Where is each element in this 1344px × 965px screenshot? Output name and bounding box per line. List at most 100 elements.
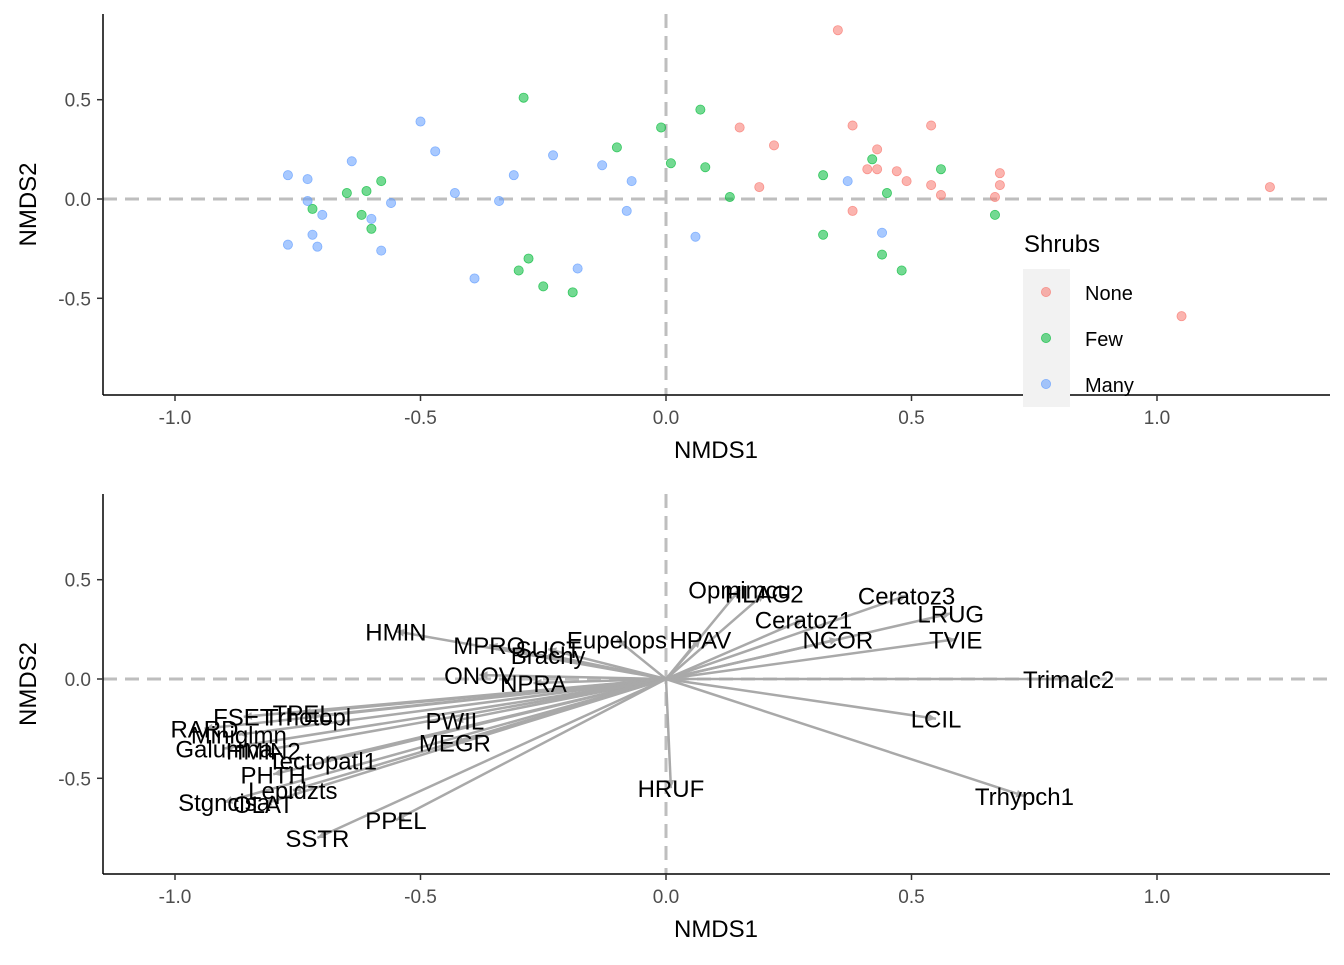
arrow-head: [942, 611, 951, 620]
vector-arrow: [665, 592, 766, 680]
vector-label: HRUF: [638, 776, 705, 803]
vector-label: HLAG2: [725, 582, 804, 609]
data-point: [867, 154, 878, 165]
vector-label: FSET: [213, 705, 275, 732]
y-tick-label: 0.5: [65, 571, 91, 592]
data-point: [282, 239, 293, 250]
data-point: [346, 156, 357, 167]
vector-label: TPEL: [273, 701, 333, 728]
arrow-head: [224, 743, 233, 752]
x-tick-label: -1.0: [159, 408, 192, 429]
data-point: [896, 265, 907, 276]
y-tick-label: -0.5: [58, 769, 91, 790]
data-point: [901, 176, 912, 187]
arrow-head: [829, 637, 838, 645]
vector-label: NPRA: [500, 671, 567, 698]
vector-arrow: [243, 677, 667, 718]
data-point: [989, 209, 1000, 220]
data-point: [818, 170, 829, 181]
data-point: [548, 150, 559, 161]
data-point: [356, 209, 367, 220]
data-point: [994, 180, 1005, 191]
arrow-head: [692, 639, 701, 648]
arrow-head: [548, 647, 557, 655]
vector-label: Opmimcu: [688, 578, 791, 605]
vector-label: HPAV: [669, 627, 731, 654]
x-tick-label: -0.5: [404, 408, 437, 429]
data-point: [690, 231, 701, 242]
vector-label: Eupelops: [567, 627, 667, 654]
arrow-head: [263, 797, 273, 806]
data-point: [430, 146, 441, 157]
data-point: [877, 227, 888, 238]
x-tick-label: 0.0: [653, 408, 679, 429]
vector-arrow: [223, 677, 667, 804]
data-point: [994, 168, 1005, 179]
vector-label: Trhotopl: [264, 705, 351, 732]
arrow-head: [533, 678, 542, 687]
vector-label: Lepidzts: [248, 778, 337, 805]
legend-key: [1041, 286, 1052, 297]
vector-arrow: [272, 677, 667, 776]
arrow-head: [755, 593, 765, 602]
vector-arrow: [533, 677, 667, 685]
data-point: [881, 188, 892, 199]
vector-label: PHTH: [241, 762, 306, 789]
x-tick-label: 1.0: [1144, 887, 1170, 908]
data-point: [307, 203, 318, 214]
data-point: [862, 164, 873, 175]
data-point: [366, 223, 377, 234]
vector-label: SSTR: [285, 826, 349, 853]
data-point: [665, 158, 676, 169]
arrow-head: [395, 812, 405, 821]
vector-label: MPRO: [453, 633, 525, 660]
arrow-head: [947, 636, 956, 645]
data-point: [926, 180, 937, 191]
vector-label: Tectopatl1: [268, 748, 377, 775]
data-point: [700, 162, 711, 173]
data-point: [307, 229, 318, 240]
data-point: [376, 176, 387, 187]
data-point: [734, 122, 745, 133]
data-point: [656, 122, 667, 133]
data-point: [626, 176, 637, 187]
arrow-head: [292, 784, 302, 792]
data-point: [523, 253, 534, 264]
data-point: [935, 164, 946, 175]
x-axis-title: NMDS1: [674, 916, 758, 943]
x-tick-label: -0.5: [404, 887, 437, 908]
vector-arrow: [204, 677, 667, 730]
arrow-head: [454, 715, 464, 723]
y-tick-label: 0.0: [65, 670, 91, 691]
vectors: [204, 588, 1069, 840]
vector-arrow: [395, 677, 667, 822]
vector-label: HMIN2: [226, 738, 301, 765]
vector-label: LRUG: [917, 601, 984, 628]
vector-label: PWIL: [426, 709, 485, 736]
data-point: [508, 170, 519, 181]
vector-label: HMIN: [365, 619, 426, 646]
arrow-head: [263, 745, 273, 753]
y-tick-label: -0.5: [58, 289, 91, 310]
legend: Shrubs None Few Many: [1023, 231, 1134, 407]
arrow-head: [238, 729, 248, 738]
vector-arrow: [665, 638, 839, 681]
data-point: [567, 287, 578, 298]
vector-arrow: [665, 677, 937, 720]
arrow-head: [794, 619, 804, 627]
vector-arrow: [664, 678, 673, 789]
vector-arrow: [316, 677, 667, 840]
vector-label: Miniglmn: [191, 723, 287, 750]
legend-key: [1041, 332, 1052, 343]
vector-arrow: [479, 673, 667, 681]
arrow-head: [731, 589, 740, 599]
data-point: [449, 188, 460, 199]
data-point: [847, 120, 858, 131]
legend-label: None: [1085, 283, 1133, 305]
vector-arrow: [665, 594, 907, 681]
y-tick-label: 0.0: [65, 190, 91, 211]
arrow-head: [927, 713, 937, 722]
arrow-head: [224, 796, 233, 804]
data-point: [572, 263, 583, 274]
